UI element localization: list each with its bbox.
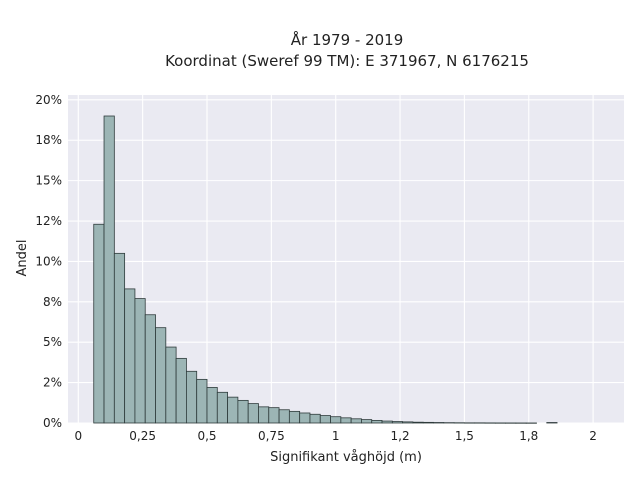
histogram-bar xyxy=(247,403,259,424)
histogram-bar xyxy=(113,252,126,424)
histogram-bar xyxy=(216,391,228,424)
histogram-bar xyxy=(340,417,352,424)
histogram-bar xyxy=(196,378,208,424)
histogram-bar xyxy=(309,413,321,424)
x-tick-label: 0 xyxy=(74,429,82,443)
y-tick-label: 10% xyxy=(35,254,62,268)
y-tick-label: 12% xyxy=(35,214,62,228)
y-tick-label: 18% xyxy=(35,133,62,147)
y-tick-label: 15% xyxy=(35,174,62,188)
x-tick-label: 0,5 xyxy=(197,429,216,443)
histogram-bar xyxy=(412,421,424,424)
histogram-bar xyxy=(319,415,331,424)
histogram-bar xyxy=(278,409,290,424)
histogram-bar xyxy=(206,387,218,424)
histogram-bar xyxy=(93,223,105,424)
histogram-bar xyxy=(330,416,342,424)
histogram-bar xyxy=(227,396,239,424)
chart-title: År 1979 - 2019 xyxy=(291,30,404,49)
histogram-bar xyxy=(381,420,393,424)
x-tick-label: 2 xyxy=(589,429,597,443)
histogram-bar xyxy=(299,412,311,424)
histogram-bar xyxy=(402,421,414,424)
histogram-bar xyxy=(186,370,198,424)
histogram-bar xyxy=(361,419,373,424)
histogram-bars xyxy=(93,115,558,424)
x-tick-label: 1,5 xyxy=(455,429,474,443)
x-tick-label: 1,8 xyxy=(519,429,538,443)
histogram-bar xyxy=(165,346,177,424)
x-axis-ticks: 0 0,25 0,5 0,75 1 1,2 1,5 1,8 2 xyxy=(74,429,596,443)
histogram-bar xyxy=(237,399,249,424)
histogram-bar xyxy=(134,298,146,424)
y-tick-label: 8% xyxy=(43,295,62,309)
histogram-bar xyxy=(371,420,383,424)
histogram-bar xyxy=(350,418,362,424)
x-tick-label: 0,75 xyxy=(258,429,285,443)
histogram-bar xyxy=(144,314,156,424)
chart-subtitle: Koordinat (Sweref 99 TM): E 371967, N 61… xyxy=(165,52,529,70)
x-tick-label: 0,25 xyxy=(129,429,156,443)
y-axis-ticks: 0% 2% 5% 8% 10% 12% 15% 18% 20% xyxy=(35,93,62,430)
histogram-bar xyxy=(155,327,167,424)
histogram-bar xyxy=(268,407,280,424)
histogram-bar xyxy=(288,410,301,424)
x-tick-label: 1 xyxy=(332,429,340,443)
histogram-bar xyxy=(124,288,136,424)
histogram-bar xyxy=(103,115,115,424)
y-axis-label: Andel xyxy=(15,240,30,277)
y-tick-label: 2% xyxy=(43,376,62,390)
y-tick-label: 0% xyxy=(43,416,62,430)
y-tick-label: 5% xyxy=(43,335,62,349)
y-tick-label: 20% xyxy=(35,93,62,107)
histogram-bar xyxy=(391,421,404,424)
x-axis-label: Signifikant våghöjd (m) xyxy=(270,450,422,465)
histogram-bar xyxy=(175,357,187,424)
x-tick-label: 1,2 xyxy=(391,429,410,443)
histogram-bar xyxy=(258,406,270,424)
histogram-bar xyxy=(422,421,434,424)
